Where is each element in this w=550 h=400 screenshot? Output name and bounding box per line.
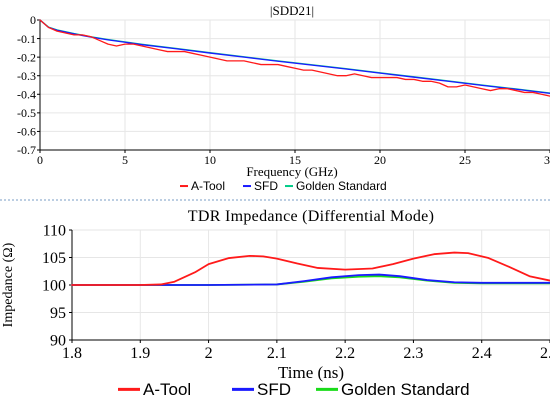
x-axis-label: Frequency (GHz) <box>246 164 337 179</box>
x-tick-label: 25 <box>459 153 471 167</box>
y-tick-label: 110 <box>43 223 66 240</box>
y-tick-label: -0.5 <box>17 106 36 120</box>
x-tick-label: 1.8 <box>62 345 82 362</box>
y-tick-label: 100 <box>42 278 66 295</box>
legend: A-Tool SFD Golden Standard <box>180 179 387 193</box>
legend-label-golden-standard: Golden Standard <box>296 179 387 193</box>
y-tick-label: 105 <box>42 250 66 267</box>
y-tick-label: -0.6 <box>17 125 36 139</box>
x-tick-label: 0 <box>37 153 43 167</box>
legend-label-sfd: SFD <box>257 380 291 399</box>
y-tick-label: 0 <box>30 13 36 27</box>
legend-label-a-tool: A-Tool <box>143 380 191 399</box>
y-tick-label: -0.2 <box>17 50 36 64</box>
legend: A-Tool SFD Golden Standard <box>118 380 470 399</box>
series-line-a-tool <box>71 251 550 286</box>
x-tick-label: 2 <box>205 345 213 362</box>
x-tick-label: 1.9 <box>130 345 150 362</box>
x-tick-label: 2.2 <box>335 345 355 362</box>
x-tick-label: 2.3 <box>403 345 423 362</box>
legend-label-golden-standard: Golden Standard <box>341 380 470 399</box>
x-tick-label: 30 <box>544 153 550 167</box>
x-tick-label: 2.4 <box>472 345 492 362</box>
x-axis-label: Time (ns) <box>278 363 344 382</box>
legend-label-sfd: SFD <box>254 179 278 193</box>
y-tick-label: -0.7 <box>17 143 36 157</box>
chart-title: TDR Impedance (Differential Mode) <box>188 208 434 225</box>
legend-label-a-tool: A-Tool <box>191 179 225 193</box>
x-tick-label: 10 <box>204 153 216 167</box>
x-tick-label: 15 <box>289 153 301 167</box>
x-tick-label: 2.5 <box>540 345 550 362</box>
x-tick-label: 20 <box>374 153 386 167</box>
y-tick-label: -0.3 <box>17 69 36 83</box>
y-tick-label: -0.4 <box>17 87 36 101</box>
y-tick-label: 90 <box>50 333 66 350</box>
series-line-sfd <box>71 273 550 286</box>
x-tick-label: 2.1 <box>267 345 287 362</box>
y-axis-label: Impedance (Ω) <box>1 242 16 327</box>
series-line-a-tool <box>39 19 550 97</box>
x-tick-label: 5 <box>122 153 128 167</box>
y-tick-label: -0.1 <box>17 32 36 46</box>
chart-2: 1.8 1.9 2 2.1 2.2 2.3 2.4 2.5 90 95 100 105 110 TDR I… <box>1 208 550 399</box>
y-tick-label: 95 <box>50 305 66 322</box>
chart-1: 0 5 10 15 20 25 30 0 -0.1 -0.2 -0.3 -0.4 -0.5 -0.6 -0.… <box>17 3 550 193</box>
chart-title: |SDD21| <box>270 3 314 18</box>
